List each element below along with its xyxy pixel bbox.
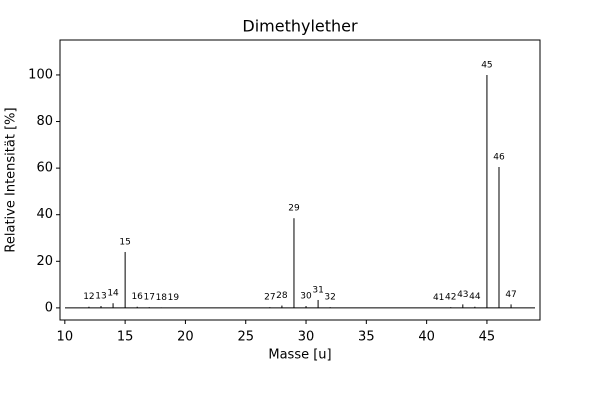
y-tick-label: 100 xyxy=(28,67,53,82)
y-tick-label: 20 xyxy=(36,254,53,269)
peak-label: 45 xyxy=(481,60,492,70)
plot-frame xyxy=(59,39,541,321)
x-tick-label: 10 xyxy=(57,330,74,345)
peak-label: 12 xyxy=(83,292,94,302)
peak-label: 16 xyxy=(131,292,143,302)
peak-label: 13 xyxy=(95,292,106,302)
peak-label: 42 xyxy=(445,293,456,303)
y-tick-label: 40 xyxy=(36,207,53,222)
y-axis-label: Relative Intensität [%] xyxy=(4,107,19,252)
peak-label: 44 xyxy=(469,292,481,302)
y-tick-label: 80 xyxy=(36,114,53,129)
x-tick-label: 25 xyxy=(237,330,254,345)
peak-label: 19 xyxy=(168,293,180,303)
peak-label: 18 xyxy=(156,293,168,303)
peak-label: 29 xyxy=(288,204,300,214)
peak-label: 47 xyxy=(505,290,516,300)
x-tick-label: 20 xyxy=(177,330,194,345)
peak-label: 43 xyxy=(457,290,468,300)
x-tick-label: 15 xyxy=(117,330,134,345)
peak-label: 31 xyxy=(312,285,323,295)
chart-title: Dimethylether xyxy=(242,17,358,36)
peak-label: 14 xyxy=(107,289,119,299)
peak-label: 32 xyxy=(324,293,335,303)
x-tick-label: 35 xyxy=(358,330,375,345)
y-tick-label: 0 xyxy=(45,300,53,315)
peak-label: 30 xyxy=(300,292,312,302)
peak-label: 27 xyxy=(264,293,275,303)
y-tick-label: 60 xyxy=(36,161,53,176)
peak-label: 41 xyxy=(433,293,444,303)
x-tick-label: 45 xyxy=(479,330,496,345)
x-axis-label: Masse [u] xyxy=(268,348,331,363)
peak-label: 46 xyxy=(493,152,505,162)
peak-label: 28 xyxy=(276,291,288,301)
peak-label: 15 xyxy=(119,237,130,247)
x-tick-label: 30 xyxy=(298,330,315,345)
peak-label: 17 xyxy=(144,293,155,303)
x-tick-label: 40 xyxy=(418,330,435,345)
